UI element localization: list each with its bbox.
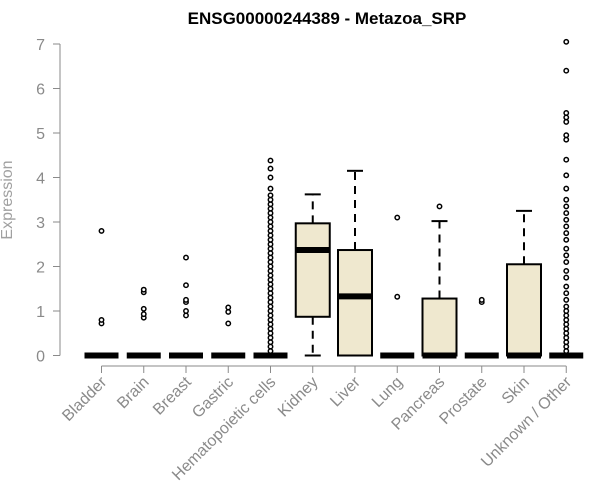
box-unknown-other (549, 38, 584, 359)
outlier-point (394, 293, 401, 300)
y-axis-label: Expression (0, 160, 16, 239)
outlier-point (563, 283, 570, 290)
outlier-point (563, 236, 570, 243)
y-tick-label: 7 (36, 37, 45, 54)
outlier-point (140, 311, 147, 318)
outlier-point (563, 245, 570, 252)
box-pancreas (421, 203, 458, 359)
outlier-point (140, 286, 147, 293)
y-tick-label: 4 (36, 171, 45, 188)
chart-title: ENSG00000244389 - Metazoa_SRP (188, 9, 467, 28)
box-bladder (84, 227, 119, 359)
box-iqr (421, 297, 458, 357)
x-tick-label: Bladder (59, 373, 110, 424)
x-tick-label: Prostate (436, 374, 490, 428)
outlier-point (140, 305, 147, 312)
x-tick-label: Lung (369, 374, 406, 411)
outlier-point (183, 308, 189, 314)
outlier-point (563, 259, 570, 265)
box-breast (169, 254, 203, 359)
outlier-point (563, 172, 570, 179)
y-tick-label: 1 (36, 304, 45, 321)
outlier-point (563, 185, 570, 192)
outlier-point (267, 185, 274, 192)
box-hematopoietic-cells (253, 157, 288, 359)
outlier-point (98, 227, 105, 234)
outlier-point (563, 303, 570, 310)
box-skin (506, 209, 542, 359)
outlier-point (436, 203, 443, 210)
outlier-point (267, 165, 274, 172)
outlier-point (563, 38, 570, 45)
y-tick-label: 3 (36, 215, 45, 232)
outlier-point (563, 196, 570, 203)
x-tick-label: Brain (114, 374, 152, 412)
outlier-point (98, 316, 105, 323)
outlier-point (563, 110, 570, 116)
box-iqr (294, 222, 331, 318)
outlier-point (563, 230, 570, 237)
box-gastric (211, 304, 246, 359)
outlier-point (267, 174, 274, 181)
outlier-point (563, 216, 570, 223)
outlier-point (183, 254, 189, 261)
outlier-point (563, 252, 570, 259)
outlier-point (225, 320, 232, 327)
outlier-point (563, 296, 570, 303)
box-prostate (464, 296, 499, 359)
outlier-point (563, 274, 570, 281)
y-axis: 0 1 2 3 4 5 6 7 (36, 37, 61, 366)
box-kidney (294, 193, 331, 357)
outlier-point (563, 203, 570, 210)
x-tick-label: Kidney (275, 374, 322, 421)
box-brain (126, 286, 161, 359)
outlier-point (563, 268, 570, 274)
outlier-point (267, 157, 274, 164)
y-tick-label: 6 (36, 82, 45, 99)
box-series (84, 38, 584, 359)
x-tick-label: Liver (327, 373, 364, 410)
box-iqr (337, 249, 373, 357)
outlier-point (478, 296, 485, 303)
outlier-point (563, 132, 570, 139)
outlier-point (225, 304, 232, 311)
outlier-point (267, 192, 274, 199)
outlier-point (394, 214, 401, 221)
outlier-point (183, 296, 189, 303)
box-lung (380, 214, 415, 359)
y-tick-label: 2 (36, 260, 45, 277)
outlier-point (563, 210, 570, 217)
y-tick-label: 5 (36, 126, 45, 143)
outlier-point (563, 223, 570, 230)
outlier-point (563, 67, 570, 74)
outlier-point (183, 282, 189, 289)
box-iqr (506, 263, 542, 357)
y-tick-label: 0 (36, 349, 45, 366)
x-tick-label: Breast (150, 373, 195, 418)
outlier-point (563, 290, 570, 297)
x-tick-label: Skin (499, 374, 533, 408)
outlier-point (563, 156, 570, 163)
box-liver (337, 169, 373, 357)
